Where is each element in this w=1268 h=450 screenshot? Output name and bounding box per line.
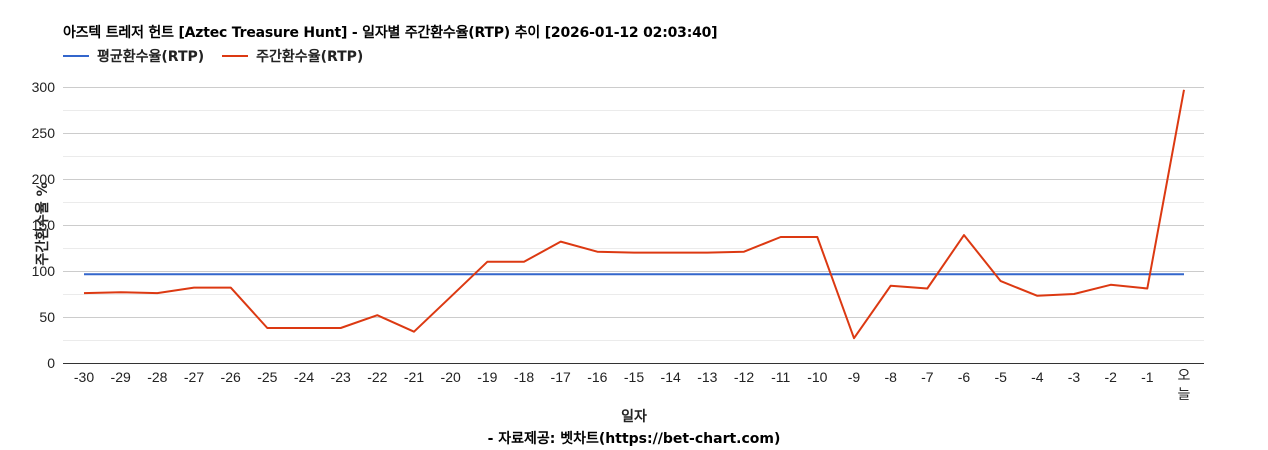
x-tick-label: -8 bbox=[884, 369, 897, 385]
x-tick-label: -11 bbox=[771, 369, 790, 385]
x-tick-label: -19 bbox=[477, 369, 497, 385]
x-tick-label: -4 bbox=[1031, 369, 1044, 385]
legend-item-average-rtp[interactable]: 평균환수율(RTP) bbox=[63, 46, 204, 66]
x-tick-label: -1 bbox=[1141, 369, 1154, 385]
data-series bbox=[83, 89, 1185, 340]
x-tick-label: -2 bbox=[1104, 369, 1117, 385]
y-tick-label: 300 bbox=[32, 79, 56, 95]
x-axis-title: 일자 bbox=[621, 409, 647, 425]
legend-swatch-average bbox=[63, 55, 89, 57]
x-tick-label: 늘 bbox=[1178, 386, 1191, 402]
x-tick-label: -28 bbox=[147, 369, 167, 385]
x-tick-label: -25 bbox=[257, 369, 277, 385]
x-tick-label: -15 bbox=[624, 369, 644, 385]
y-tick-label: 150 bbox=[32, 217, 56, 233]
legend-item-weekly-rtp[interactable]: 주간환수율(RTP) bbox=[222, 46, 363, 66]
x-tick-label: -18 bbox=[514, 369, 534, 385]
chart-title: 아즈텍 트레저 헌트 [Aztec Treasure Hunt] - 일자별 주… bbox=[63, 25, 718, 41]
y-tick-label: 0 bbox=[47, 355, 55, 371]
x-tick-label: -20 bbox=[441, 369, 461, 385]
x-tick-label: -6 bbox=[958, 369, 971, 385]
gridlines bbox=[63, 87, 1204, 341]
y-tick-label: 200 bbox=[32, 171, 56, 187]
x-tick-label: -12 bbox=[734, 369, 754, 385]
chart-legend: 평균환수율(RTP) 주간환수율(RTP) bbox=[63, 46, 381, 66]
x-tick-label: -3 bbox=[1068, 369, 1081, 385]
legend-label-weekly: 주간환수율(RTP) bbox=[256, 49, 364, 65]
weekly-rtp-line[interactable] bbox=[83, 89, 1185, 340]
y-tick-label: 250 bbox=[32, 125, 56, 141]
x-tick-label: -13 bbox=[697, 369, 717, 385]
x-tick-label: -26 bbox=[221, 369, 241, 385]
x-tick-label: -22 bbox=[367, 369, 387, 385]
x-tick-label: -14 bbox=[661, 369, 681, 385]
legend-label-average: 평균환수율(RTP) bbox=[97, 49, 205, 65]
x-axis-ticks: -30 -29 -28 -27 -26 -25 -24 -23 -22 -21 -20 -19 -18 -… bbox=[74, 367, 1191, 402]
y-tick-label: 50 bbox=[39, 309, 55, 325]
x-tick-label: 오 bbox=[1178, 367, 1191, 383]
x-tick-label: -30 bbox=[74, 369, 94, 385]
x-tick-label: -24 bbox=[294, 369, 314, 385]
data-source-credit: - 자료제공: 벳차트(https://bet-chart.com) bbox=[487, 431, 781, 447]
x-tick-label: -16 bbox=[587, 369, 607, 385]
x-tick-label: -7 bbox=[921, 369, 934, 385]
x-tick-label: -23 bbox=[331, 369, 351, 385]
x-tick-label: -21 bbox=[404, 369, 424, 385]
legend-swatch-weekly bbox=[222, 55, 249, 57]
x-tick-label: -27 bbox=[184, 369, 204, 385]
x-tick-label: -9 bbox=[848, 369, 861, 385]
x-tick-label: -5 bbox=[994, 369, 1007, 385]
x-tick-label: -29 bbox=[111, 369, 131, 385]
y-axis-title: 주간환수율 % bbox=[34, 182, 51, 265]
x-tick-label: -10 bbox=[807, 369, 827, 385]
x-tick-label: -17 bbox=[551, 369, 571, 385]
y-axis-ticks: 0 50 100 150 200 250 300 bbox=[32, 79, 56, 371]
y-tick-label: 100 bbox=[32, 263, 56, 279]
